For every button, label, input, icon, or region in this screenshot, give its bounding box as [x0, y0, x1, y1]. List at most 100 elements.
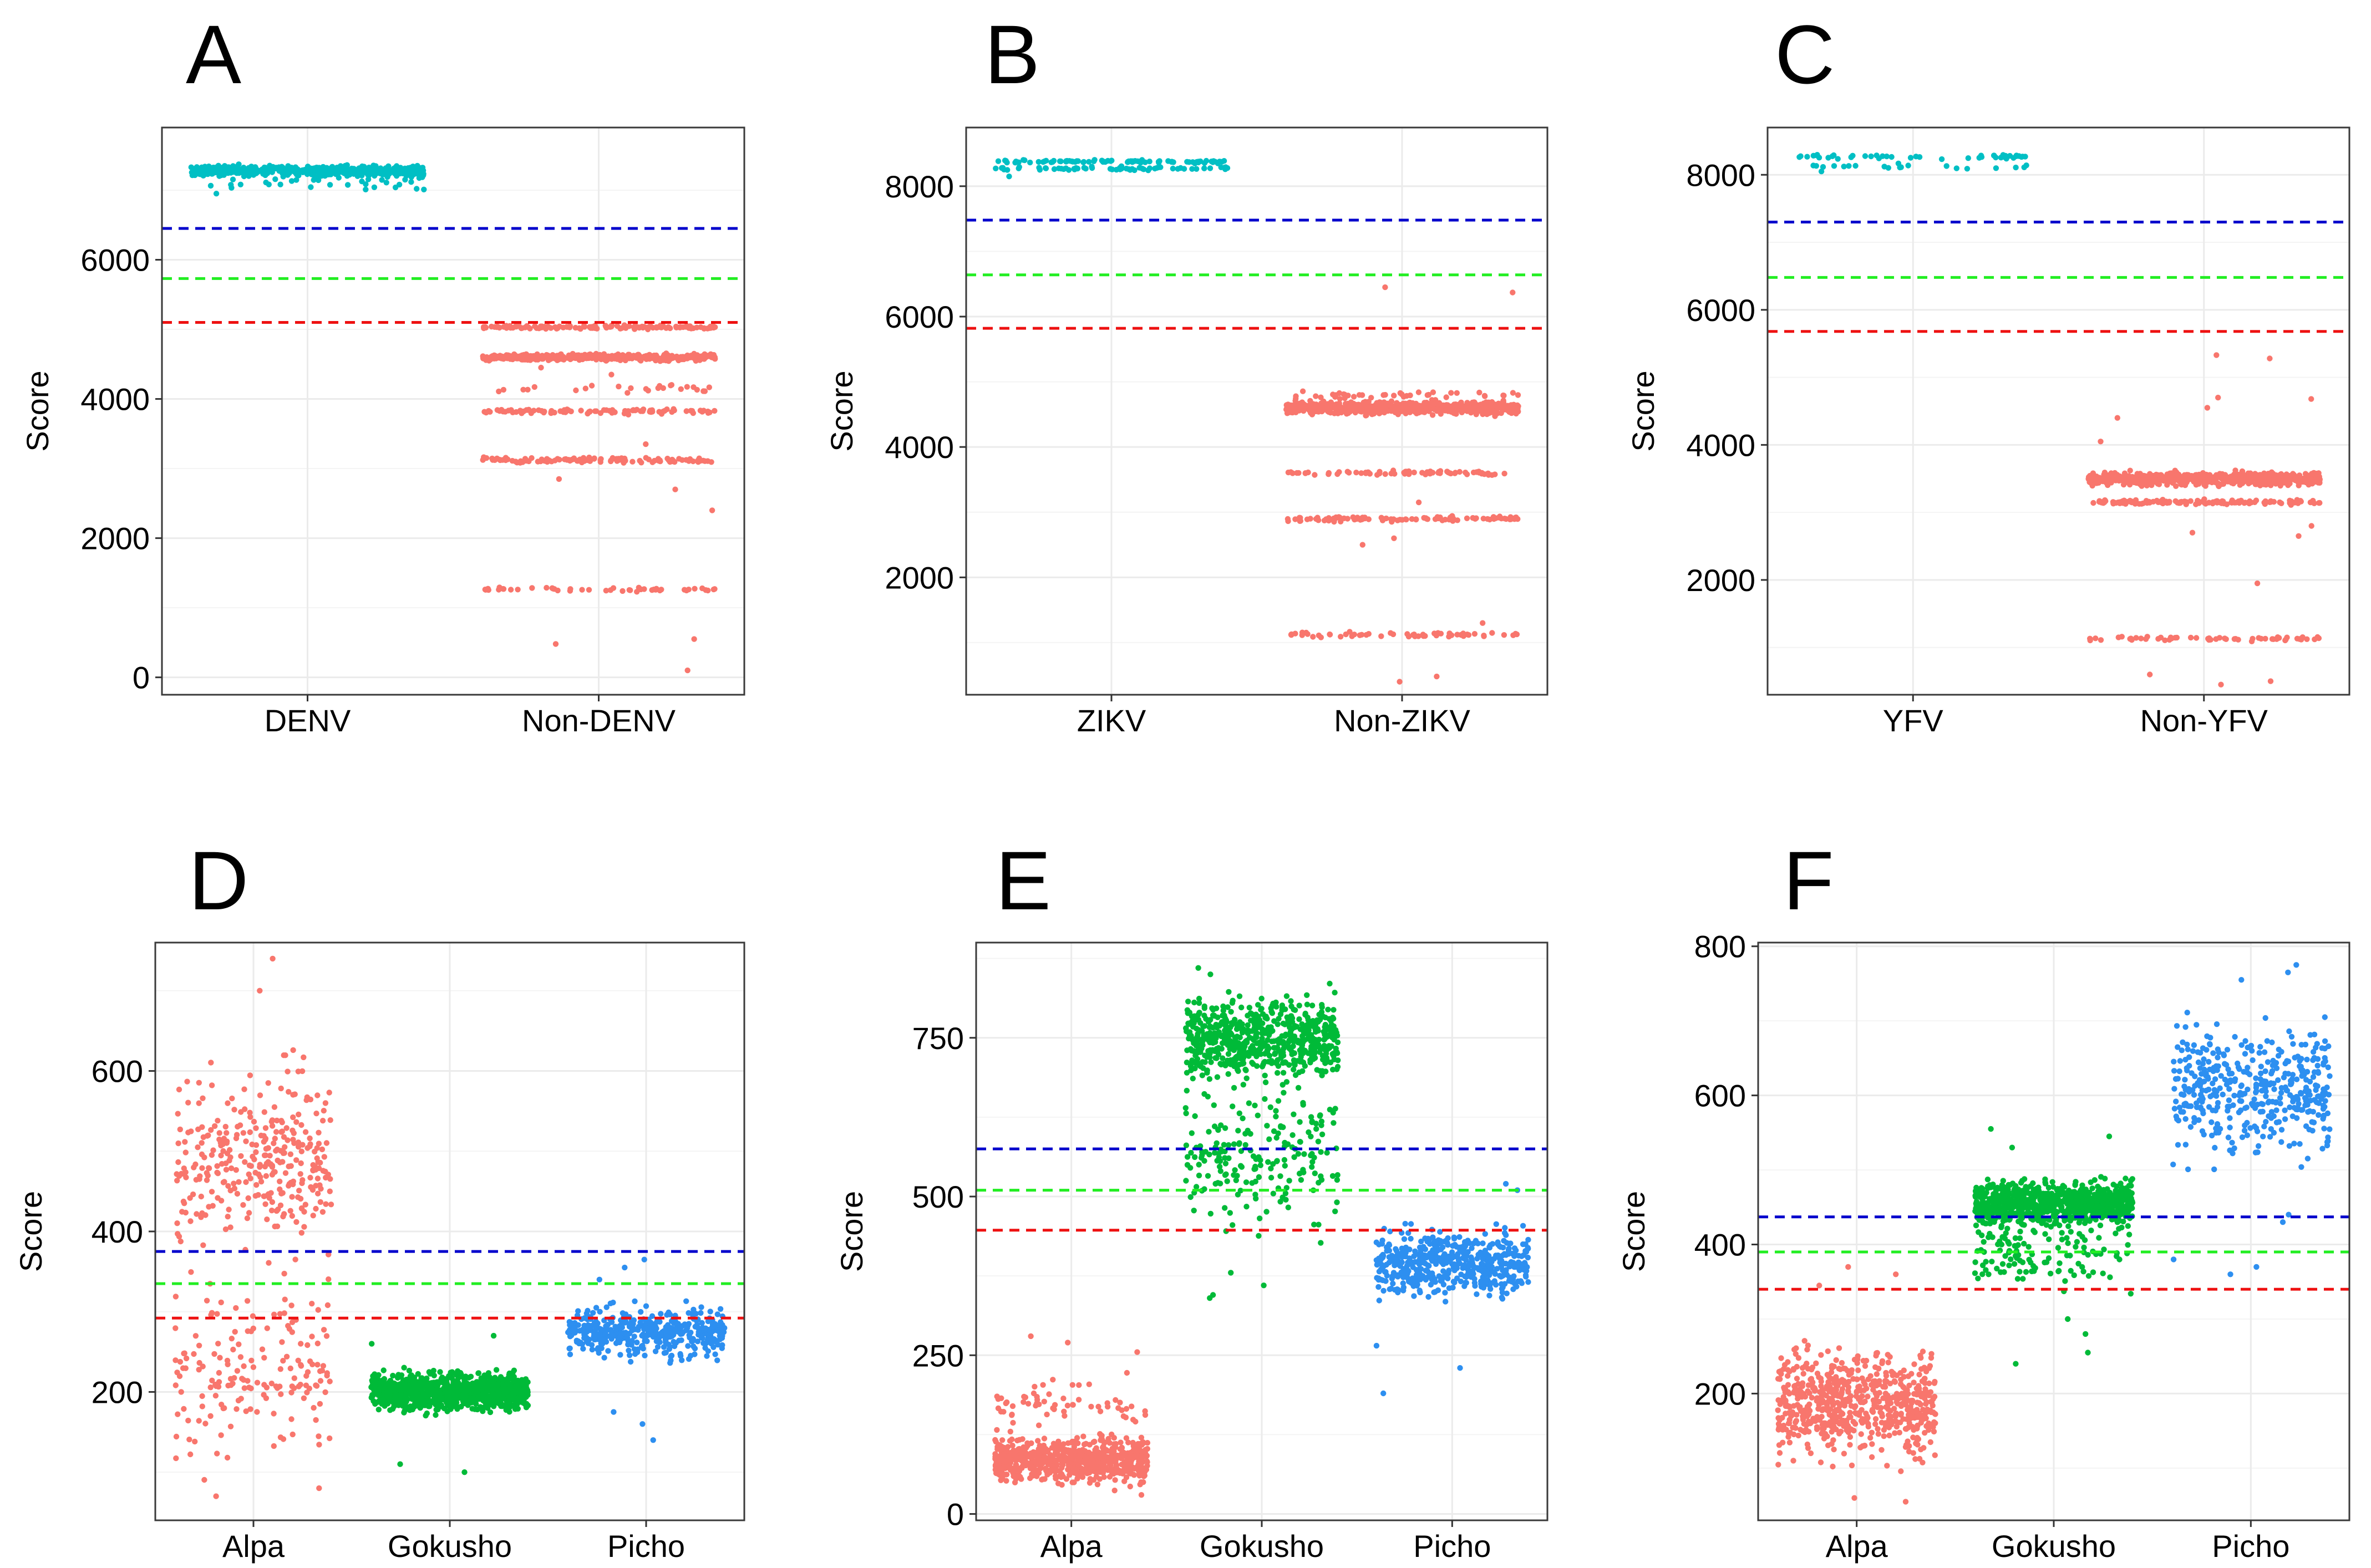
data-point: [233, 1406, 240, 1412]
data-point: [1388, 630, 1394, 636]
data-point: [308, 184, 314, 190]
data-point: [188, 164, 194, 170]
data-point: [321, 1327, 327, 1333]
data-point: [2304, 636, 2310, 643]
data-point: [1449, 513, 1455, 519]
panel-letter: C: [1775, 8, 1835, 101]
y-tick-label: 2000: [80, 521, 150, 556]
data-point: [282, 1170, 289, 1176]
data-point: [173, 1455, 179, 1462]
data-point: [1446, 634, 1452, 640]
data-point: [2283, 637, 2289, 643]
data-point: [2237, 471, 2243, 477]
data-point: [292, 1091, 298, 1097]
data-point: [218, 1198, 225, 1204]
data-point: [637, 356, 643, 363]
data-point: [2233, 477, 2240, 483]
data-point: [483, 324, 489, 331]
data-point: [1907, 155, 1914, 161]
data-point: [1318, 400, 1324, 406]
data-point: [1480, 620, 1486, 626]
data-point: [661, 353, 667, 359]
data-point: [323, 1201, 329, 1207]
data-point: [1022, 157, 1028, 164]
data-point: [258, 1132, 264, 1139]
data-point: [1816, 155, 1822, 161]
data-point: [196, 1100, 202, 1106]
data-point: [363, 186, 369, 192]
data-point: [266, 181, 272, 187]
data-point: [172, 1325, 179, 1331]
data-point: [316, 1485, 322, 1491]
data-point: [281, 1310, 287, 1316]
data-point: [2232, 636, 2239, 642]
data-point: [2314, 634, 2321, 640]
data-point: [383, 180, 389, 186]
data-point: [1316, 409, 1322, 415]
data-point: [372, 172, 378, 179]
data-point: [233, 1132, 240, 1138]
data-point: [309, 1301, 315, 1307]
data-point: [696, 455, 702, 461]
data-point: [177, 1126, 183, 1133]
data-point: [1415, 389, 1422, 395]
data-point: [1296, 515, 1303, 522]
data-point: [288, 1389, 295, 1396]
data-point: [195, 1144, 201, 1150]
data-point: [290, 165, 296, 171]
data-point: [206, 1204, 212, 1210]
data-point: [181, 1406, 187, 1412]
data-point: [215, 1170, 221, 1177]
data-point: [1313, 393, 1319, 399]
data-point: [246, 173, 252, 179]
data-point: [671, 406, 677, 412]
data-point: [1310, 634, 1316, 640]
data-point: [2136, 472, 2143, 478]
data-point: [1454, 632, 1460, 638]
data-point: [591, 325, 597, 331]
data-point: [221, 163, 228, 169]
data-point: [1346, 470, 1352, 476]
data-point: [217, 1355, 223, 1361]
data-point: [557, 354, 563, 360]
data-point: [273, 1148, 279, 1154]
data-point: [2271, 498, 2277, 505]
y-tick-label: 2000: [885, 560, 954, 595]
data-point: [660, 385, 667, 391]
y-tick-label: 0: [133, 660, 150, 695]
data-point: [299, 1180, 305, 1187]
data-point: [1284, 516, 1291, 522]
data-point: [216, 1136, 222, 1143]
data-point: [649, 587, 655, 593]
data-point: [1325, 408, 1331, 414]
data-point: [588, 383, 595, 389]
data-point: [1796, 154, 1803, 160]
data-point: [236, 1179, 242, 1185]
data-point: [1423, 471, 1429, 477]
data-point: [573, 387, 579, 394]
data-point: [295, 1068, 301, 1075]
data-point: [290, 1431, 296, 1438]
data-point: [298, 1363, 304, 1369]
data-point: [1012, 160, 1018, 166]
data-point: [177, 1358, 184, 1365]
data-point: [658, 324, 664, 330]
data-point: [272, 1136, 278, 1142]
data-point: [1389, 518, 1395, 525]
data-point: [712, 408, 718, 414]
data-point: [182, 1149, 189, 1155]
data-point: [1489, 630, 1495, 636]
data-point: [247, 1109, 253, 1116]
data-point: [327, 1435, 333, 1442]
data-point: [1288, 632, 1294, 638]
data-point: [1287, 409, 1293, 415]
data-point: [197, 1173, 203, 1179]
data-point: [2156, 481, 2162, 487]
data-point: [185, 1129, 191, 1136]
data-point: [1330, 391, 1336, 398]
data-point: [324, 1302, 331, 1309]
data-point: [277, 1178, 283, 1184]
data-point: [196, 1367, 202, 1373]
data-point: [1479, 471, 1485, 477]
data-point: [215, 1341, 221, 1347]
